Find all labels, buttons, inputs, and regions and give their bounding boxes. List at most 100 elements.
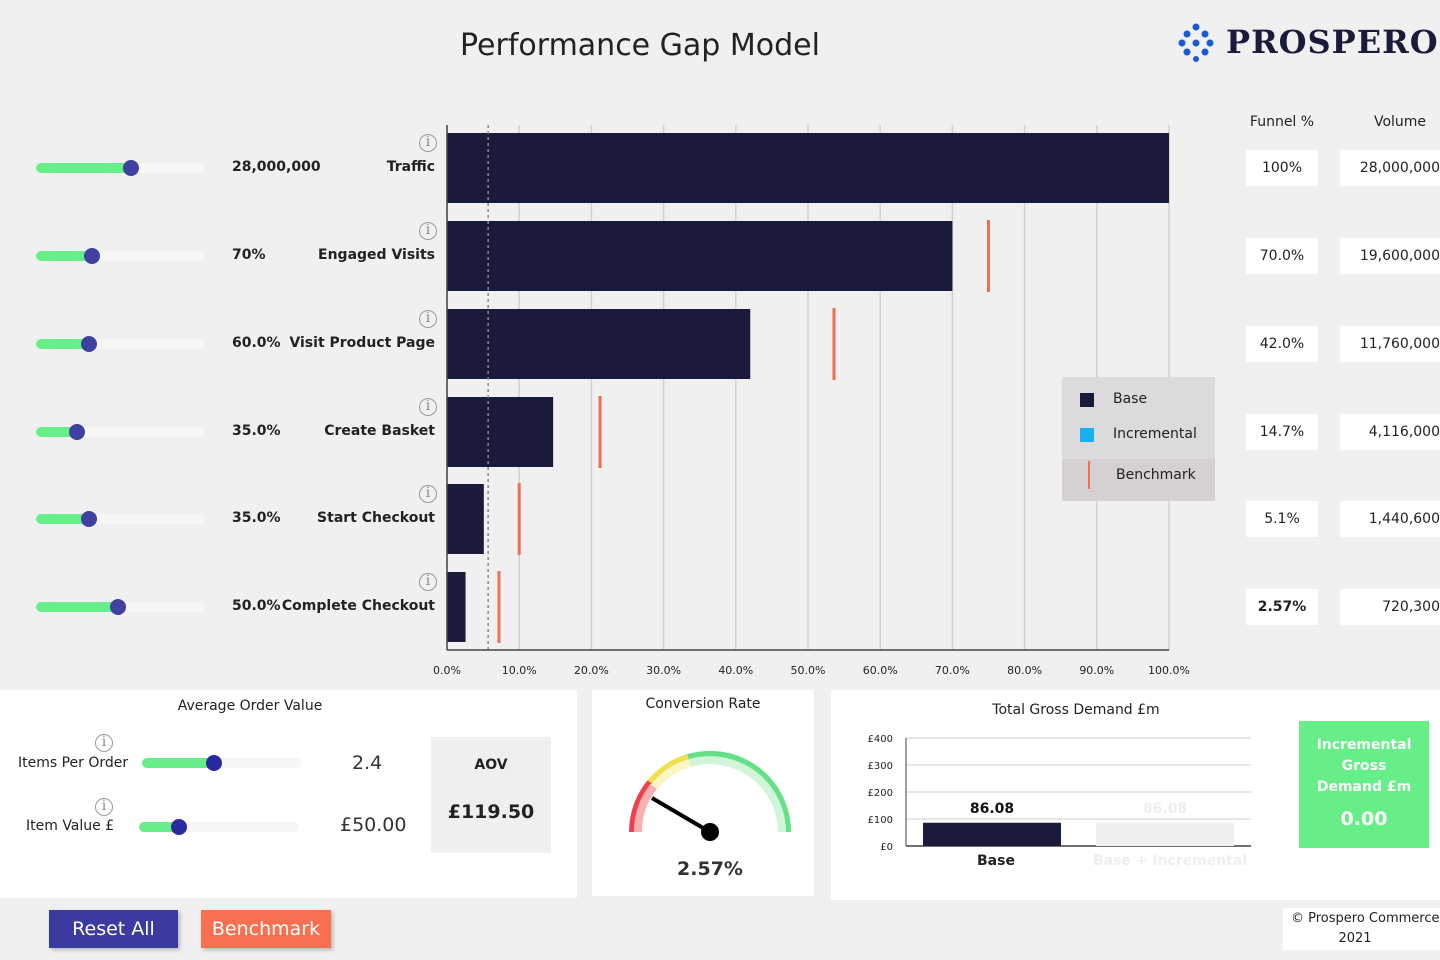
funnel-pct-cell: 14.7% [1246,414,1318,450]
gross-demand-panel: Total Gross Demand £m £0 £100 £200 £300 £400… [831,690,1440,900]
funnel-pct-cell: 5.1% [1246,501,1318,537]
funnel-pct-header: Funnel % [1249,114,1315,130]
volume-cell: 28,000,000 [1340,150,1440,186]
conversion-title: Conversion Rate [645,696,761,712]
legend-base-label: Base [1113,391,1148,407]
items-per-order-label: Items Per Order [18,755,129,771]
gross-demand-chart: £0 £100 £200 £300 £400 86.08 86.08 Base Base + I… [868,734,1251,869]
bar-base [447,572,466,642]
incremental-demand-label: Incremental Gross Demand £m [1316,737,1412,795]
gauge-needle [650,796,712,834]
legend-benchmark-label: Benchmark [1116,467,1196,483]
item-value-label: Item Value £ [26,818,115,834]
bar-base [447,397,554,467]
x-tick-label: 90.0% [1079,664,1114,677]
copyright-text: © Prospero Commerce Ltd [1291,911,1440,926]
funnel-pct-cell: 70.0% [1246,238,1318,274]
step-label: Complete Checkout [281,598,435,614]
slider-5[interactable] [36,599,206,615]
info-icon[interactable]: i [419,485,437,503]
x-tick-label: 20.0% [574,664,609,677]
funnel-pct-cell: 42.0% [1246,326,1318,362]
slider-4[interactable] [36,511,206,527]
bar [1096,822,1234,846]
item-value-value: £50.00 [340,814,407,836]
info-icon[interactable]: i [419,398,437,416]
x-tick-label: 40.0% [718,664,753,677]
copyright-year: 2021 [1338,931,1372,946]
info-icon[interactable]: i [419,573,437,591]
conversion-panel: Conversion Rate 2.57% [592,690,814,896]
info-icon[interactable]: i [95,734,113,752]
step-input-value: 70% [232,247,266,263]
chart-legend: Base Incremental Benchmark [1062,377,1215,501]
volume-cell: 4,116,000 [1340,414,1440,450]
info-icon[interactable]: i [419,310,437,328]
volume-cell: 1,440,600 [1340,501,1440,537]
slider-3[interactable] [36,424,206,440]
volume-cell: 11,760,000 [1340,326,1440,362]
incremental-demand-value: 0.00 [1340,808,1388,830]
step-input-value: 35.0% [232,423,281,439]
legend-incremental-swatch [1080,428,1094,442]
slider-1[interactable] [36,248,206,264]
gross-demand-title: Total Gross Demand £m [992,702,1160,718]
info-icon[interactable]: i [419,134,437,152]
legend-base-swatch [1080,393,1094,407]
bar-base [447,309,751,379]
funnel-pct-cell: 100% [1246,150,1318,186]
slider-2[interactable] [36,336,206,352]
y-tick-label: £200 [868,788,893,799]
benchmark-button[interactable]: Benchmark [201,910,331,948]
items-per-order-slider[interactable] [142,755,302,771]
x-tick-label: 70.0% [935,664,970,677]
category-label: Base + Incremental [1093,853,1247,869]
bar-base [447,484,484,554]
item-value-slider[interactable] [139,819,299,835]
info-icon[interactable]: i [95,798,113,816]
incremental-demand-box: Incremental Gross Demand £m 0.00 [1299,721,1429,848]
data-label: 86.08 [970,801,1014,817]
aov-panel: Average Order Value i Items Per Order 2.… [0,690,577,898]
step-label: Engaged Visits [318,247,435,263]
x-tick-label: 60.0% [863,664,898,677]
aov-title: Average Order Value [177,698,323,714]
step-input-value: 60.0% [232,335,281,351]
legend-incremental-label: Incremental [1113,426,1197,442]
step-input-value: 35.0% [232,510,281,526]
step-label: Start Checkout [317,510,435,526]
items-per-order-value: 2.4 [352,752,383,774]
conversion-value: 2.57% [677,858,743,880]
bar-base [447,221,953,291]
volume-header: Volume [1373,114,1427,130]
legend-benchmark-swatch [1088,461,1090,489]
aov-box-label: AOV [474,757,508,773]
bar [923,822,1061,846]
step-label: Create Basket [324,423,435,439]
volume-cell: 720,300 [1340,589,1440,625]
step-input-value: 50.0% [232,598,281,614]
funnel-chart: 0.0% 10.0% 20.0% 30.0% 40.0% 50.0% 60.0% 70.0% 8… [433,125,1190,677]
y-tick-label: £300 [868,761,893,772]
funnel-pct-cell: 2.57% [1246,589,1318,625]
bar-base [447,133,1169,203]
x-tick-label: 0.0% [433,664,461,677]
copyright: © Prospero Commerce Ltd 2021 [1283,908,1440,950]
category-label: Base [977,853,1015,869]
logo: PROSPERO [1178,22,1439,62]
data-label: 86.08 [1143,801,1187,817]
page-title: Performance Gap Model [460,28,820,63]
aov-box-value: £119.50 [447,801,535,823]
x-tick-label: 50.0% [791,664,826,677]
info-icon[interactable]: i [419,222,437,240]
y-tick-label: £0 [880,842,893,853]
x-tick-label: 80.0% [1007,664,1042,677]
reset-all-button[interactable]: Reset All [49,910,178,948]
y-tick-label: £400 [868,734,893,745]
slider-0[interactable] [36,160,206,176]
volume-cell: 19,600,000 [1340,238,1440,274]
step-label: Visit Product Page [289,335,435,351]
aov-box: AOV £119.50 [431,737,551,853]
step-label: Traffic [386,159,435,175]
x-tick-label: 100.0% [1148,664,1190,677]
